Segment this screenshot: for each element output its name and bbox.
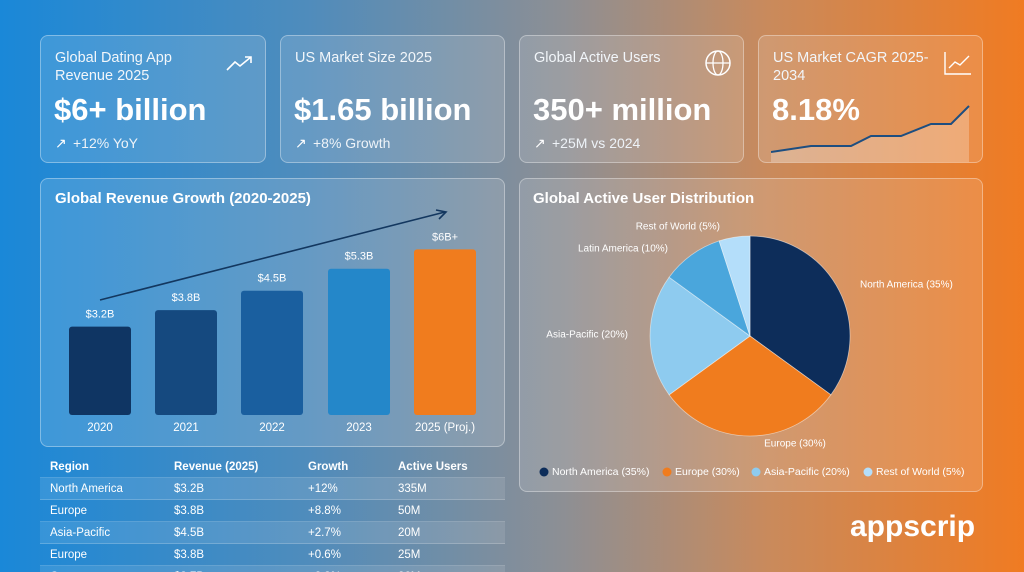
value-label: $3.2B [86, 309, 115, 321]
chart-title: Global Revenue Growth (2020-2025) [55, 190, 311, 207]
table-cell: $3.2B [174, 482, 205, 495]
card-value: 350+ million [533, 92, 712, 127]
pie-slice [649, 276, 751, 396]
x-tick-label: 2025 (Proj.) [415, 422, 475, 434]
x-tick-label: 2021 [173, 422, 199, 434]
table-row: Region Revenue (2025) Growth Active Users [40, 456, 505, 478]
arrow-icon: ↗ [55, 135, 67, 151]
table-cell: $4.5B [174, 526, 205, 539]
slice-label: Latin America (10%) [578, 244, 668, 255]
value-label: $5.3B [345, 251, 374, 263]
globe-icon [705, 50, 731, 76]
trend-arrow [99, 211, 446, 301]
trend-arrowhead [435, 209, 448, 220]
kpi-card: Global Dating App Revenue 2025 $6+ billi… [40, 35, 266, 163]
slice-label: Rest of World (5%) [636, 222, 720, 233]
legend-swatch [751, 467, 761, 477]
card-value: $6+ billion [54, 92, 207, 127]
chart-icon [944, 52, 971, 75]
bar [155, 310, 217, 415]
table-row: Ocean$3.7B+2.3%26M [40, 566, 505, 572]
table-row: North America $3.2B +12% 335M [40, 478, 505, 500]
card-title: Global Dating App Revenue 2025 [55, 50, 172, 84]
brand-logo: appscrip [850, 510, 976, 543]
legend-swatch [863, 467, 873, 477]
data-table: Region Revenue (2025) Growth Active Users No… [40, 456, 505, 572]
table-cell: +0.6% [308, 548, 341, 561]
legend-label: Asia-Pacific (20%) [764, 466, 850, 478]
card-delta: +8% Growth [313, 135, 391, 151]
card-value: $1.65 billion [294, 92, 472, 127]
value-label: $4.5B [258, 273, 287, 285]
table-cell: Asia-Pacific [50, 526, 111, 539]
arrow-icon: ↗ [295, 135, 307, 151]
table-cell: $3.8B [174, 548, 205, 561]
x-tick-label: 2020 [87, 422, 113, 434]
legend-label: North America (35%) [552, 466, 649, 478]
table-cell: Region [50, 460, 89, 473]
table-cell: +12% [308, 482, 338, 495]
table-cell: $3.8B [174, 504, 205, 517]
table-cell: $3.7B [174, 571, 308, 572]
bar [241, 290, 303, 415]
chart-title: Global Active User Distribution [533, 190, 754, 207]
slice-label: Europe (30%) [764, 439, 826, 450]
value-label: $6B+ [432, 231, 458, 243]
kpi-card: Global Active Users 350+ million ↗ +25M … [519, 35, 744, 163]
table-row: Europe $3.8B +8.8% 50M [40, 500, 505, 522]
card-title: US Market Size 2025 [295, 50, 433, 66]
table-cell: 50M [398, 504, 421, 517]
legend-swatch [539, 467, 549, 477]
bar [414, 249, 476, 415]
card-delta: +12% YoY [73, 135, 139, 151]
slice-label: Asia-Pacific (20%) [546, 330, 628, 341]
pie-slice [718, 235, 751, 337]
table-cell: +8.8% [308, 504, 341, 517]
table-cell: 335M [398, 482, 427, 495]
table-row: Asia-Pacific $4.5B +2.7% 20M [40, 522, 505, 544]
legend-label: Europe (30%) [675, 466, 740, 478]
sparkline [771, 105, 970, 162]
card-value: 8.18% [772, 92, 860, 127]
bar [328, 268, 390, 415]
table-cell: Ocean [40, 571, 174, 572]
table-cell: Active Users [398, 460, 468, 473]
table-cell: 26M [398, 571, 498, 572]
table-cell: Growth [308, 460, 349, 473]
slice-label: North America (35%) [860, 280, 953, 291]
table-cell: Europe [50, 504, 88, 517]
x-tick-label: 2022 [259, 422, 285, 434]
table-cell: Revenue (2025) [174, 460, 259, 473]
table-cell: 25M [398, 548, 421, 561]
card-delta: +25M vs 2024 [552, 135, 641, 151]
kpi-card: US Market Size 2025 $1.65 billion ↗ +8% … [280, 35, 505, 163]
bar [69, 326, 131, 415]
trend-icon [226, 56, 252, 71]
card-title: US Market CAGR 2025-2034 [773, 50, 929, 84]
kpi-card: US Market CAGR 2025-2034 8.18% [758, 35, 983, 163]
arrow-icon: ↗ [534, 135, 546, 151]
table-cell: North America [50, 482, 123, 495]
pie-slice [749, 235, 851, 396]
table-cell: +2.3% [308, 571, 398, 572]
table-row: Europe $3.8B +0.6% 25M [40, 544, 505, 566]
legend-swatch [662, 467, 672, 477]
table-cell: 20M [398, 526, 421, 539]
legend-label: Rest of World (5%) [876, 466, 965, 478]
table-cell: Europe [50, 548, 88, 561]
pie-slice [668, 335, 832, 437]
card-title: Global Active Users [534, 50, 661, 66]
x-tick-label: 2023 [346, 422, 372, 434]
table-cell: +2.7% [308, 526, 341, 539]
value-label: $3.8B [172, 292, 201, 304]
